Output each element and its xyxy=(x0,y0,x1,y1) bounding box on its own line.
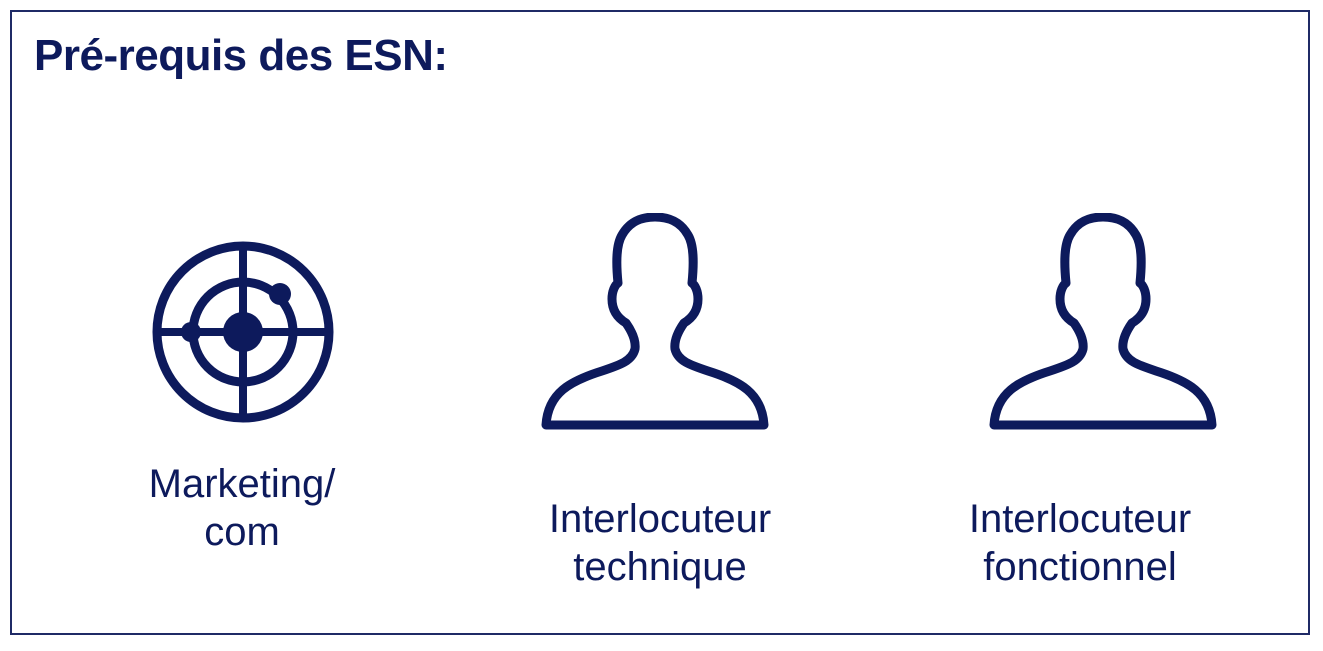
item-label-fonctionnel: Interlocuteur fonctionnel xyxy=(920,495,1240,591)
label-line: fonctionnel xyxy=(983,545,1177,589)
person-silhouette-icon xyxy=(989,213,1217,430)
label-line: Marketing/ xyxy=(148,462,336,506)
label-line: technique xyxy=(573,545,747,589)
label-line: Interlocuteur xyxy=(548,497,772,541)
person-silhouette-icon xyxy=(541,213,769,430)
label-line: Interlocuteur xyxy=(968,497,1192,541)
item-label-marketing: Marketing/ com xyxy=(92,460,392,556)
label-line: com xyxy=(204,510,280,554)
radar-icon xyxy=(152,241,334,423)
page-title: Pré-requis des ESN: xyxy=(34,31,448,80)
item-label-tech: Interlocuteur technique xyxy=(500,495,820,591)
